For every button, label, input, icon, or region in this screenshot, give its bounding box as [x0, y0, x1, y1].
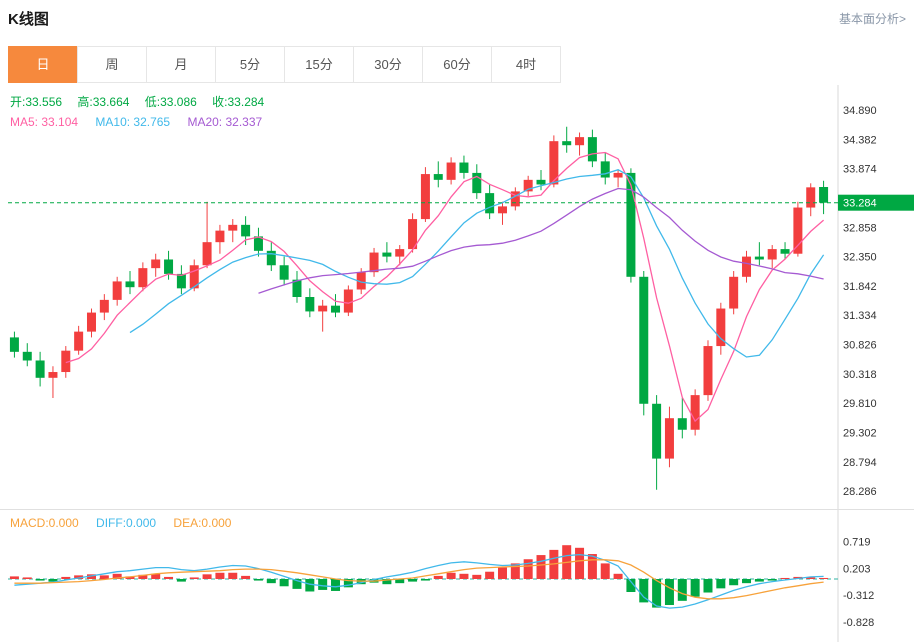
svg-text:33.874: 33.874: [843, 164, 877, 176]
tab-60min[interactable]: 60分: [422, 46, 492, 83]
ma-legend: MA5: 33.104 MA10: 32.765 MA20: 32.337: [10, 115, 276, 129]
diff-value: DIFF:0.000: [96, 516, 157, 530]
svg-text:34.890: 34.890: [843, 105, 877, 117]
tab-4hour[interactable]: 4时: [491, 46, 561, 83]
svg-text:30.826: 30.826: [843, 340, 877, 352]
fundamental-analysis-link[interactable]: 基本面分析>: [838, 12, 906, 26]
svg-text:-0.312: -0.312: [843, 590, 874, 602]
ohlc-legend: 开:33.556 高:33.664 低:33.086 收:33.284: [10, 93, 276, 110]
ma5-value: MA5: 33.104: [10, 115, 79, 129]
svg-text:31.842: 31.842: [843, 281, 877, 293]
header: K线图 基本面分析>: [0, 0, 914, 30]
tab-30min[interactable]: 30分: [353, 46, 423, 83]
ohlc-open: 开:33.556: [10, 95, 63, 109]
svg-text:0.719: 0.719: [843, 537, 871, 549]
ma10-value: MA10: 32.765: [95, 115, 171, 129]
svg-text:29.302: 29.302: [843, 428, 877, 440]
timeframe-tabs: 日 周 月 5分 15分 30分 60分 4时: [8, 46, 914, 83]
svg-text:29.810: 29.810: [843, 398, 877, 410]
tab-15min[interactable]: 15分: [284, 46, 354, 83]
svg-text:28.286: 28.286: [843, 486, 877, 498]
svg-text:31.334: 31.334: [843, 310, 877, 322]
ohlc-low: 低:33.086: [144, 95, 197, 109]
ohlc-close: 收:33.284: [212, 95, 265, 109]
candlestick-svg[interactable]: 34.890 34.382 33.874 32.858 32.350 31.842 31.3…: [0, 85, 914, 509]
ohlc-high: 高:33.664: [77, 95, 130, 109]
tab-5min[interactable]: 5分: [215, 46, 285, 83]
svg-text:33.284: 33.284: [843, 198, 877, 210]
svg-text:28.794: 28.794: [843, 457, 877, 469]
macd-svg[interactable]: 0.719 0.203 -0.312 -0.828: [0, 510, 914, 642]
macd-value: MACD:0.000: [10, 516, 79, 530]
dea-value: DEA:0.000: [173, 516, 232, 530]
page-title: K线图: [8, 11, 49, 28]
tab-month[interactable]: 月: [146, 46, 216, 83]
svg-text:0.203: 0.203: [843, 563, 871, 575]
svg-text:-0.828: -0.828: [843, 617, 874, 629]
macd-panel[interactable]: 0.719 0.203 -0.312 -0.828 MACD:0.000 DIFF:0…: [0, 509, 914, 642]
svg-text:30.318: 30.318: [843, 369, 877, 381]
ma20-value: MA20: 32.337: [187, 115, 263, 129]
tab-day[interactable]: 日: [8, 46, 78, 83]
svg-text:32.858: 32.858: [843, 222, 877, 234]
candlestick-chart[interactable]: 34.890 34.382 33.874 32.858 32.350 31.842 31.3…: [0, 85, 914, 509]
macd-legend: MACD:0.000 DIFF:0.000 DEA:0.000: [10, 516, 245, 530]
svg-text:32.350: 32.350: [843, 252, 877, 264]
svg-text:34.382: 34.382: [843, 134, 877, 146]
tab-week[interactable]: 周: [77, 46, 147, 83]
